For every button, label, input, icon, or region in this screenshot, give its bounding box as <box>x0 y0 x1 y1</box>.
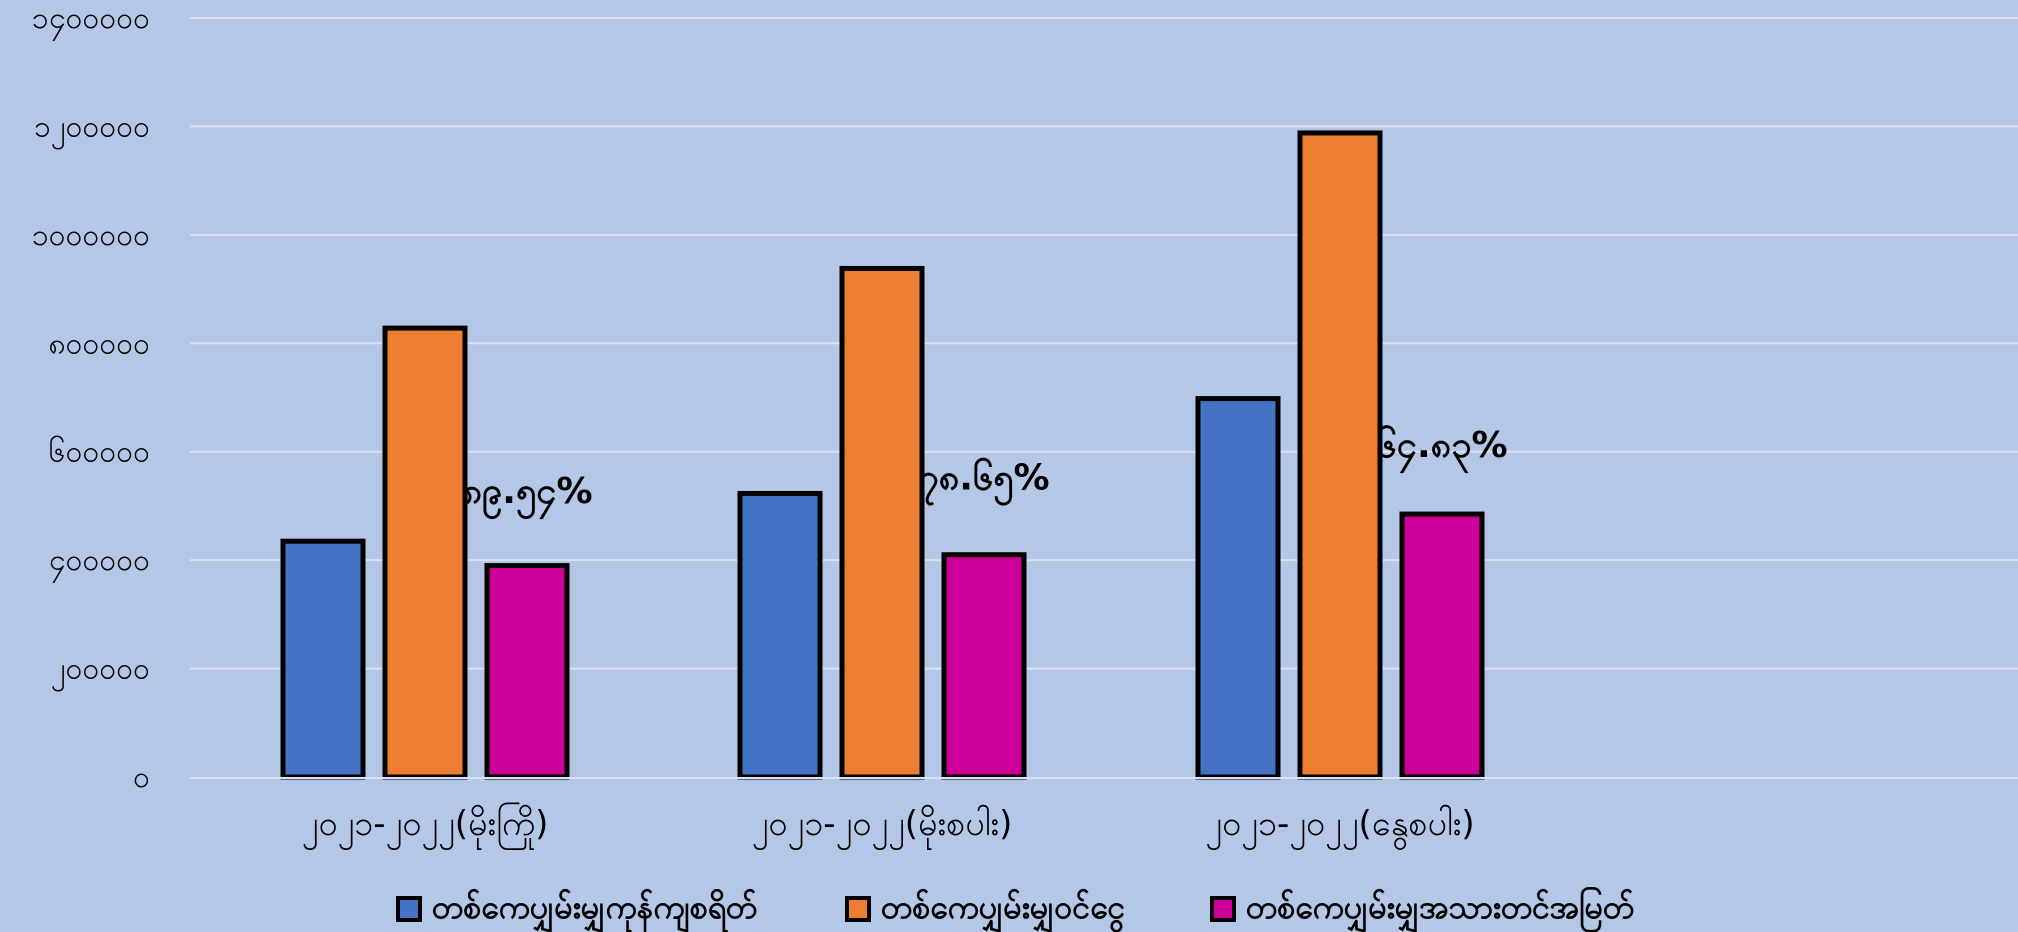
legend-swatch <box>1212 898 1234 920</box>
x-category-label: ၂၀၂၁-၂၀၂၂(မိုးကြို) <box>302 804 549 850</box>
data-label: ၆၄.၈၃% <box>1376 425 1507 474</box>
bars <box>283 133 1482 777</box>
legend: တစ်ကေပျှမ်းမျှကုန်ကျစရိတ် တစ်ကေပျှမ်းမျှဝ… <box>398 888 1634 932</box>
legend-label: တစ်ကေပျှမ်းမျှဝင်ငွေ <box>881 888 1125 932</box>
x-category-label: ၂၀၂၁-၂၀၂၂(မိုးစပါး) <box>752 804 1013 850</box>
bar <box>842 268 922 777</box>
legend-label: တစ်ကေပျှမ်းမျှအသားတင်အမြတ် <box>1246 888 1634 932</box>
y-tick-label: ၄၀၀၀၀၀ <box>49 543 150 584</box>
x-axis-category-labels: ၂၀၂၁-၂၀၂၂(မိုးကြို) ၂၀၂၁-၂၀၂၂(မိုးစပါး) ၂၀… <box>302 804 1475 850</box>
y-tick-label: ၀ <box>133 760 150 795</box>
bar <box>1300 133 1380 777</box>
bar <box>740 493 820 777</box>
y-tick-label: ၁၄၀၀၀၀၀ <box>32 1 150 42</box>
bar <box>385 328 465 777</box>
y-tick-label: ၁၀၀၀၀၀၀ <box>32 218 150 253</box>
y-tick-label: ၈၀၀၀၀၀ <box>48 326 150 361</box>
y-tick-label: ၆၀၀၀၀၀ <box>49 434 150 470</box>
legend-swatch <box>398 898 420 920</box>
x-category-label: ၂၀၂၁-၂၀၂၂(နွေစပါး) <box>1205 804 1474 850</box>
bar <box>1198 399 1278 777</box>
legend-label: တစ်ကေပျှမ်းမျှကုန်ကျစရိတ် <box>432 888 757 932</box>
bar <box>1402 514 1482 777</box>
y-axis-tick-labels: ၀ ၂၀၀၀၀၀ ၄၀၀၀၀၀ ၆၀၀၀၀၀ ၈၀၀၀၀၀ ၁၀၀၀၀၀၀ ၁၂၀၀၀၀၀ ၁… <box>32 1 150 795</box>
data-label: ၈၉.၅၄% <box>461 471 592 520</box>
bar <box>944 555 1024 777</box>
y-tick-label: ၁၂၀၀၀၀၀ <box>34 109 150 150</box>
legend-swatch <box>847 898 869 920</box>
data-label: ၇၈.၆၅% <box>918 458 1049 507</box>
bar <box>487 566 567 777</box>
bar <box>283 541 363 777</box>
y-tick-label: ၂၀၀၀၀၀ <box>51 652 150 693</box>
